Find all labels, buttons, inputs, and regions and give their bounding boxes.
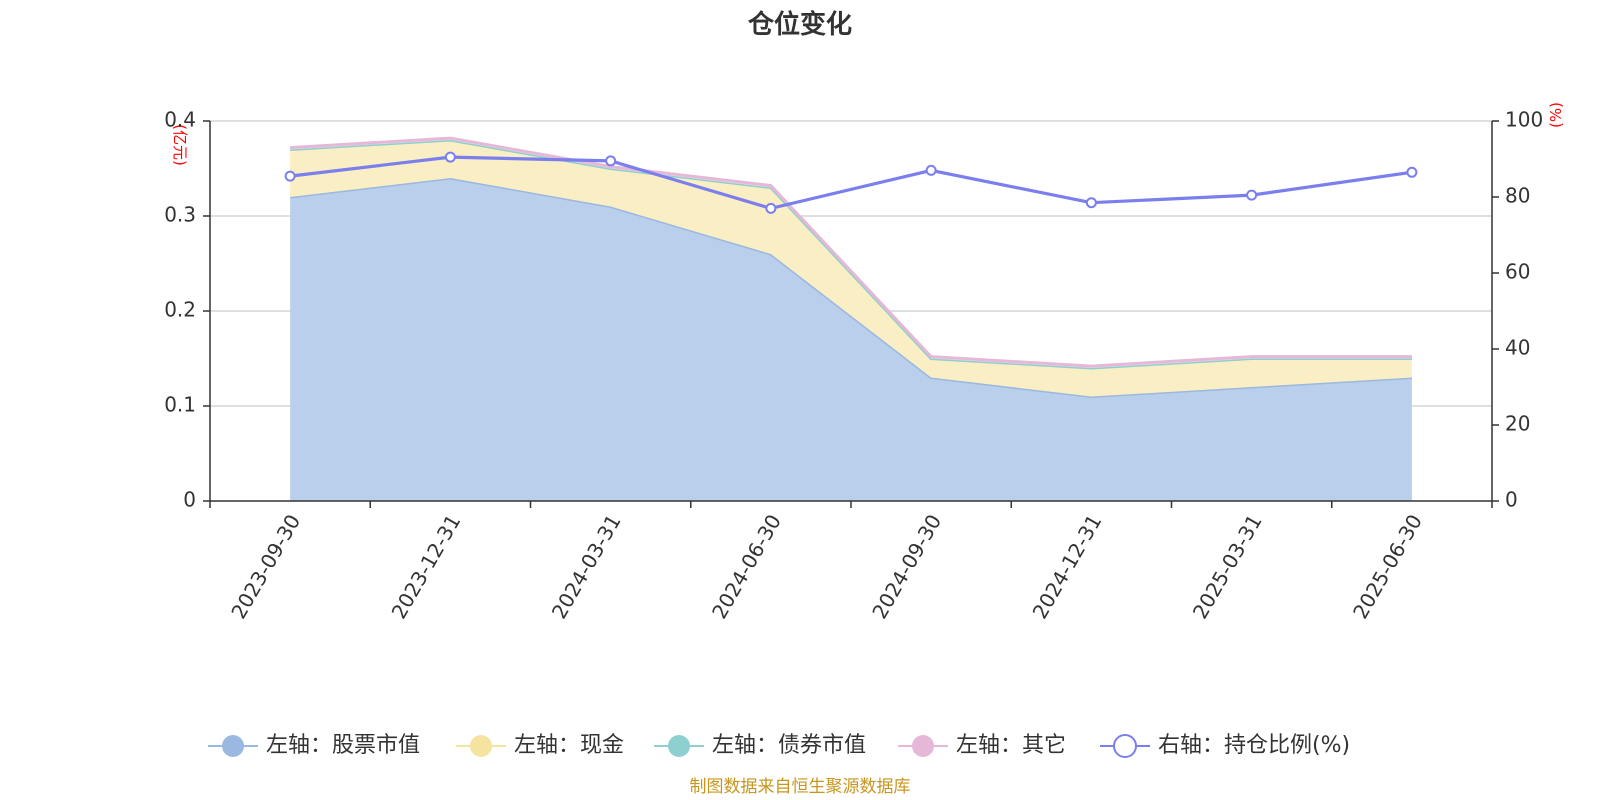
left-tick-label: 0.3 — [164, 203, 196, 227]
x-tick-label: 2023-12-31 — [387, 510, 466, 623]
legend-marker — [1113, 734, 1137, 758]
position-ratio-point — [765, 202, 777, 214]
legend-item: 左轴：现金 — [456, 733, 624, 758]
stacked-area-layer — [289, 136, 1412, 501]
left-tick-label: 0.1 — [164, 393, 196, 417]
position-ratio-point — [1406, 166, 1418, 178]
x-tick-label: 2024-06-30 — [707, 510, 786, 623]
x-tick-label: 2025-06-30 — [1348, 510, 1427, 623]
legend-label: 左轴：债券市值 — [712, 733, 866, 758]
legend-marker — [668, 735, 690, 757]
left-axis-unit: (亿元) — [171, 124, 189, 166]
legend-marker — [912, 735, 934, 757]
x-tick-label: 2024-09-30 — [867, 510, 946, 623]
position-ratio-point — [444, 151, 456, 163]
x-tick-label: 2025-03-31 — [1188, 510, 1267, 623]
position-ratio-line — [289, 155, 1413, 211]
legend-marker — [470, 735, 492, 757]
legend-label: 左轴：股票市值 — [266, 733, 420, 758]
legend: 左轴：股票市值 左轴：现金 左轴：债券市值 左轴：其它 右轴：持仓比例(%) — [208, 733, 1350, 758]
position-ratio-point — [925, 164, 937, 176]
position-ratio-point — [1085, 197, 1097, 209]
position-ratio-layer — [284, 151, 1418, 214]
right-tick-label: 40 — [1505, 336, 1530, 360]
right-tick-label: 80 — [1505, 184, 1530, 208]
legend-label: 左轴：现金 — [514, 733, 624, 758]
position-ratio-point — [284, 170, 296, 182]
legend-label: 左轴：其它 — [956, 733, 1066, 758]
area-line-4 — [290, 136, 1412, 368]
right-tick-label: 60 — [1505, 260, 1530, 284]
right-axis-unit: (%) — [1547, 102, 1565, 128]
position-ratio-point — [1246, 189, 1258, 201]
right-tick-label: 20 — [1505, 412, 1530, 436]
right-tick-label: 0 — [1505, 488, 1518, 512]
legend-item: 左轴：债券市值 — [654, 733, 866, 758]
legend-item: 左轴：其它 — [898, 733, 1066, 758]
left-tick-label: 0.4 — [164, 108, 196, 132]
data-source-note: 制图数据来自恒生聚源数据库 — [690, 777, 911, 797]
x-tick-label: 2024-03-31 — [547, 510, 626, 623]
x-tick-label: 2024-12-31 — [1028, 510, 1107, 623]
x-tick-label: 2023-09-30 — [226, 510, 305, 623]
legend-item: 右轴：持仓比例(%) — [1100, 733, 1350, 758]
left-tick-label: 0.2 — [164, 298, 196, 322]
area-1 — [290, 178, 1412, 501]
chart-title: 仓位变化 — [747, 9, 852, 40]
legend-item: 左轴：股票市值 — [208, 733, 420, 758]
position-ratio-point — [605, 155, 617, 167]
left-tick-label: 0 — [183, 488, 196, 512]
legend-label: 右轴：持仓比例(%) — [1158, 733, 1350, 758]
right-tick-label: 100 — [1505, 108, 1543, 132]
legend-marker — [222, 735, 244, 757]
area-2 — [290, 140, 1412, 397]
